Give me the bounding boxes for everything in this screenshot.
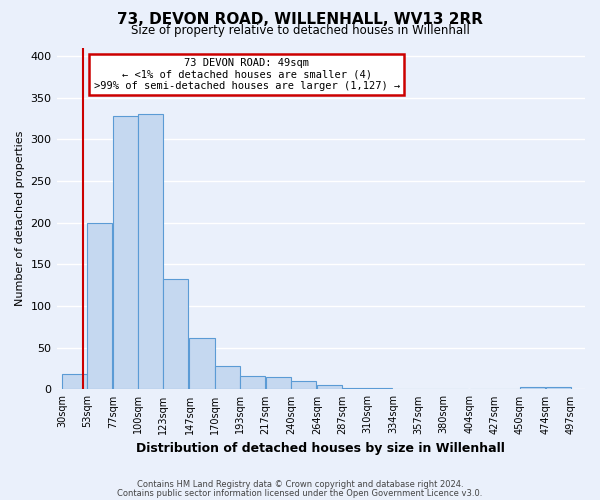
Bar [62,374,87,390]
Text: Contains public sector information licensed under the Open Government Licence v3: Contains public sector information licen… [118,488,482,498]
Bar [393,388,418,390]
Bar [418,388,443,390]
Bar [520,387,545,390]
Bar [367,388,392,390]
Bar [138,114,163,390]
Y-axis label: Number of detached properties: Number of detached properties [15,131,25,306]
Text: Contains HM Land Registry data © Crown copyright and database right 2024.: Contains HM Land Registry data © Crown c… [137,480,463,489]
Bar [342,388,367,390]
Bar [443,388,469,390]
Bar [87,222,112,390]
Bar [291,381,316,390]
Bar [317,386,342,390]
Bar [215,366,239,390]
Text: 73 DEVON ROAD: 49sqm
← <1% of detached houses are smaller (4)
>99% of semi-detac: 73 DEVON ROAD: 49sqm ← <1% of detached h… [94,58,400,91]
Text: 73, DEVON ROAD, WILLENHALL, WV13 2RR: 73, DEVON ROAD, WILLENHALL, WV13 2RR [117,12,483,28]
Bar [546,387,571,390]
Bar [239,376,265,390]
Bar [163,280,188,390]
Bar [190,338,215,390]
Bar [113,116,138,390]
Text: Size of property relative to detached houses in Willenhall: Size of property relative to detached ho… [131,24,469,37]
X-axis label: Distribution of detached houses by size in Willenhall: Distribution of detached houses by size … [136,442,505,455]
Bar [266,377,291,390]
